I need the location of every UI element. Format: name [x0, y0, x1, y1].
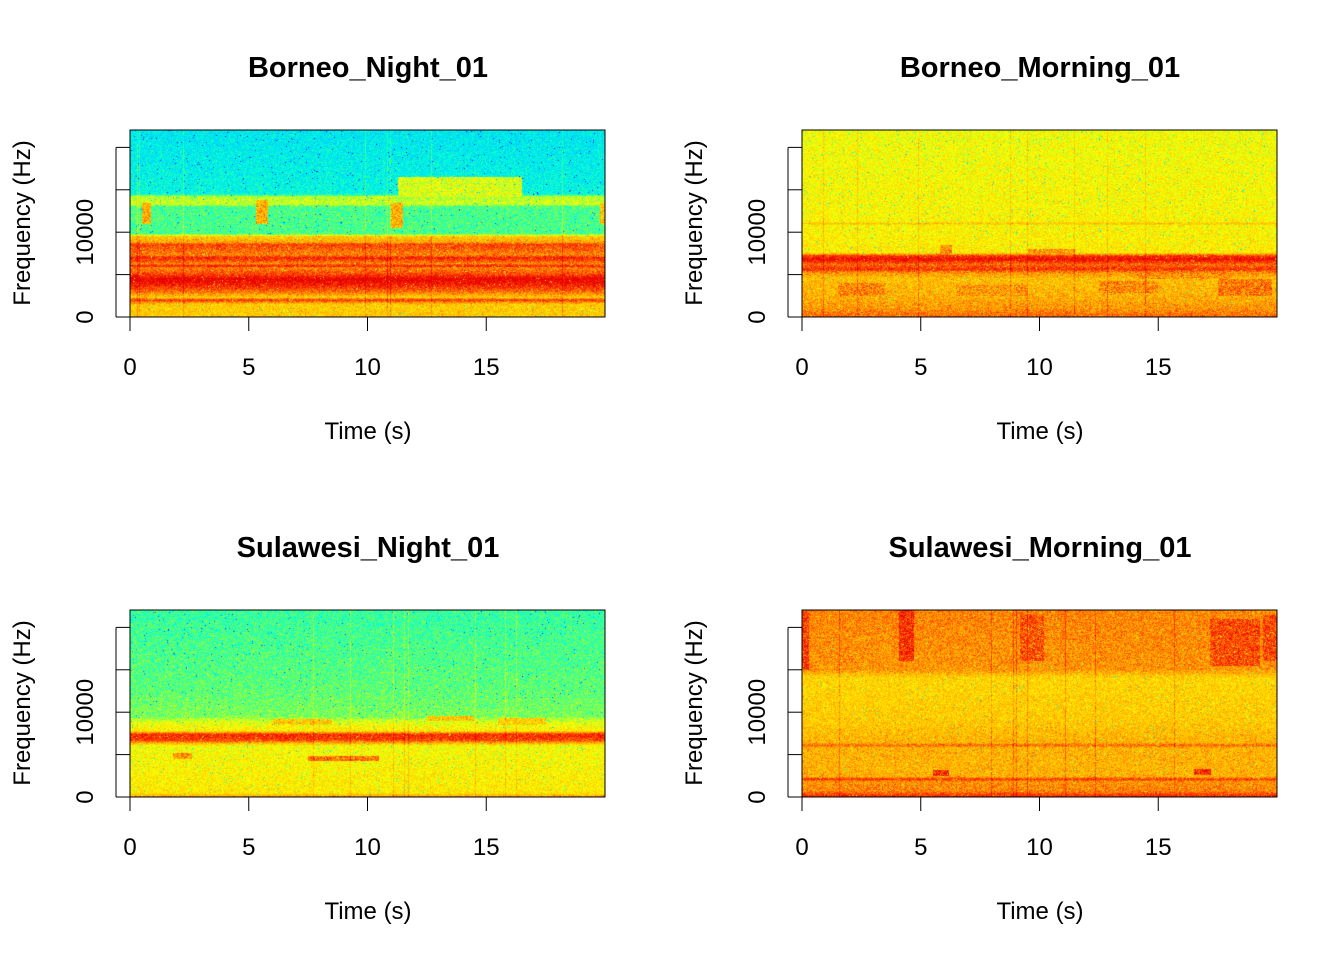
x-tick-label: 5	[242, 834, 255, 861]
x-tick-label: 15	[1145, 354, 1172, 381]
x-tick-label: 15	[473, 834, 500, 861]
x-tick-label: 0	[123, 834, 136, 861]
x-tick-label: 0	[795, 354, 808, 381]
chart-title: Sulawesi_Night_01	[237, 532, 500, 564]
x-tick-label: 15	[473, 354, 500, 381]
y-tick-label: 0	[744, 310, 771, 323]
x-tick-label: 10	[1026, 354, 1053, 381]
spectrogram-image	[130, 610, 605, 797]
axes: Borneo_Morning_01 Time (s) Frequency (Hz) 0…	[681, 52, 1278, 445]
y-tick-label: 10000	[72, 679, 99, 746]
plot-frame	[801, 609, 1278, 798]
x-tick-label: 0	[795, 834, 808, 861]
y-axis-label: Frequency (Hz)	[9, 620, 36, 785]
spectrogram-panel-sulawesi-night: Sulawesi_Night_01 Time (s) Frequency (Hz) 0…	[0, 480, 672, 960]
spectrogram-panel-sulawesi-morning: Sulawesi_Morning_01 Time (s) Frequency (Hz…	[672, 480, 1344, 960]
axes: Sulawesi_Night_01 Time (s) Frequency (Hz) 0…	[9, 532, 606, 925]
plot-frame	[129, 609, 606, 798]
spectrogram-panel-borneo-night: Borneo_Night_01 Time (s) Frequency (Hz) 0 5 1…	[0, 0, 672, 480]
x-tick-label: 5	[242, 354, 255, 381]
y-axis-label: Frequency (Hz)	[681, 620, 708, 785]
axes: Sulawesi_Morning_01 Time (s) Frequency (Hz…	[681, 532, 1278, 925]
chart-title: Borneo_Morning_01	[900, 52, 1180, 84]
y-axis-label: Frequency (Hz)	[681, 140, 708, 305]
x-tick-label: 10	[354, 354, 381, 381]
x-tick-label: 5	[914, 354, 927, 381]
x-tick-label: 0	[123, 354, 136, 381]
spectrogram-image	[802, 610, 1277, 797]
x-tick-label: 10	[1026, 834, 1053, 861]
x-axis-label: Time (s)	[324, 898, 411, 925]
y-tick-label: 10000	[744, 679, 771, 746]
x-axis-label: Time (s)	[996, 418, 1083, 445]
y-tick-label: 10000	[744, 199, 771, 266]
chart-title: Sulawesi_Morning_01	[889, 532, 1192, 564]
spectrogram-image	[130, 130, 605, 317]
x-tick-label: 5	[914, 834, 927, 861]
y-tick-label: 0	[72, 310, 99, 323]
spectrogram-panel-borneo-morning: Borneo_Morning_01 Time (s) Frequency (Hz) 0…	[672, 0, 1344, 480]
spectrogram-image	[802, 130, 1277, 317]
y-tick-label: 10000	[72, 199, 99, 266]
x-tick-label: 15	[1145, 834, 1172, 861]
y-axis-label: Frequency (Hz)	[9, 140, 36, 305]
plot-frame	[801, 129, 1278, 318]
y-tick-label: 0	[72, 790, 99, 803]
x-tick-label: 10	[354, 834, 381, 861]
x-axis-label: Time (s)	[996, 898, 1083, 925]
plot-frame	[129, 129, 606, 318]
x-axis-label: Time (s)	[324, 418, 411, 445]
y-tick-label: 0	[744, 790, 771, 803]
axes: Borneo_Night_01 Time (s) Frequency (Hz) 0 5 1…	[9, 52, 606, 445]
chart-title: Borneo_Night_01	[248, 52, 488, 84]
